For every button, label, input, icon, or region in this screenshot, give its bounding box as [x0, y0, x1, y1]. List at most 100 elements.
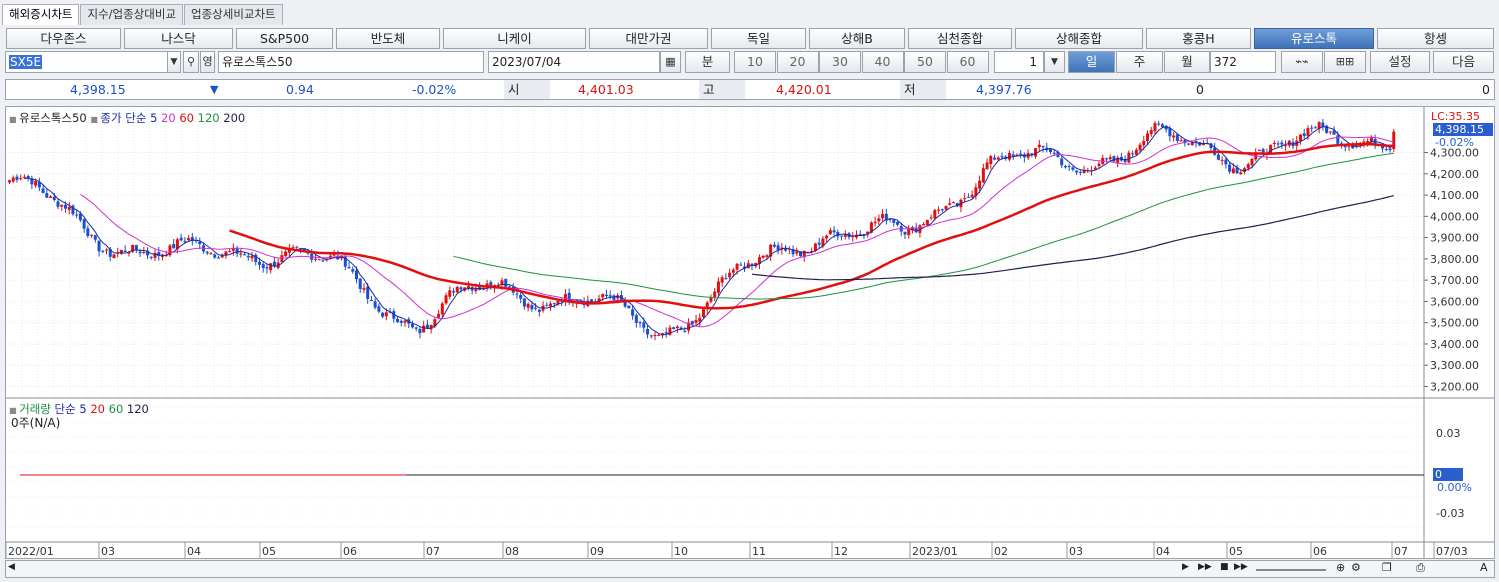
candle-tool-icon[interactable]: ⊞⊞: [1324, 51, 1366, 73]
interval-50[interactable]: 50: [904, 51, 946, 73]
market-button-6[interactable]: 독일: [711, 28, 806, 49]
candle-body: [866, 231, 870, 235]
price-axis-label: 3,600.00: [1430, 295, 1479, 308]
candle-body: [246, 255, 250, 258]
candle-body: [97, 240, 101, 252]
interval-10[interactable]: 10: [734, 51, 776, 73]
scroll-left-icon[interactable]: ◀: [8, 562, 15, 572]
date-input[interactable]: 2023/07/04: [488, 51, 660, 73]
candle-body: [612, 295, 616, 300]
code-extra-button[interactable]: 영: [200, 51, 215, 73]
legend-ma120: 120: [197, 111, 220, 125]
candle-body: [993, 157, 997, 160]
candle-body: [470, 287, 474, 291]
interval-spinner[interactable]: 1: [994, 51, 1044, 73]
candle-body: [1336, 135, 1340, 144]
interval-20[interactable]: 20: [776, 51, 819, 73]
interval-60[interactable]: 60: [946, 51, 989, 73]
candle-body: [1149, 130, 1153, 135]
market-button-8[interactable]: 심천종합: [908, 28, 1012, 49]
interval-30[interactable]: 30: [819, 51, 861, 73]
candle-body: [30, 178, 34, 185]
candle-body: [537, 309, 541, 312]
candle-body: [884, 213, 888, 221]
candle-body: [907, 229, 911, 236]
candle-body: [1325, 125, 1329, 133]
price-axis-label: 4,000.00: [1430, 210, 1479, 223]
candle-body: [481, 288, 485, 290]
market-button-3[interactable]: 반도체: [336, 28, 440, 49]
tab-sector-compare[interactable]: 업종상세비교차트: [184, 4, 283, 25]
calendar-icon[interactable]: ▦: [660, 51, 681, 73]
tab-overseas-chart[interactable]: 해외증시차트: [2, 4, 80, 25]
candle-body: [108, 249, 112, 257]
low-label: 저: [900, 80, 946, 99]
zoom-slider[interactable]: [1256, 569, 1326, 571]
change-value: 0.94: [286, 82, 314, 97]
candle-body: [235, 248, 239, 254]
candle-body: [1269, 144, 1273, 154]
candle-body: [1313, 127, 1317, 129]
candle-body: [399, 320, 403, 323]
period-week[interactable]: 주: [1116, 51, 1163, 73]
chart-area[interactable]: 4,300.00 4,200.00 4,100.00 4,000.00 3,900.00…: [5, 106, 1495, 559]
market-button-2[interactable]: S&P500: [236, 28, 333, 49]
code-dropdown-icon[interactable]: ▼: [167, 51, 181, 73]
minute-button[interactable]: 분: [685, 51, 730, 73]
period-day[interactable]: 일: [1068, 51, 1115, 73]
market-button-12[interactable]: 항셍: [1377, 28, 1494, 49]
candle-body: [26, 175, 30, 178]
price-axis-label: 4,100.00: [1430, 189, 1479, 202]
candle-body: [351, 269, 355, 272]
font-size-icon[interactable]: A: [1480, 561, 1488, 574]
search-icon[interactable]: ⚲: [183, 51, 199, 73]
market-button-4[interactable]: 니케이: [443, 28, 586, 49]
count-input[interactable]: 372: [1210, 51, 1276, 73]
candle-body: [1302, 133, 1306, 136]
settings-gear-icon[interactable]: ⚙: [1351, 561, 1361, 574]
print-icon[interactable]: ⎙: [1416, 561, 1425, 574]
scroll-last-icon[interactable]: ▶▶: [1234, 562, 1248, 572]
scroll-play-back-icon[interactable]: ▶: [1182, 562, 1189, 572]
candle-body: [37, 181, 41, 188]
market-button-10[interactable]: 홍콩H: [1146, 28, 1251, 49]
vol-zero-pct: 0.00%: [1437, 481, 1472, 494]
legend-name: 유로스톡스50: [19, 111, 87, 125]
candle-body: [93, 235, 97, 240]
settings-button[interactable]: 설정: [1370, 51, 1430, 73]
candle-body: [519, 294, 523, 299]
chart-scrollbar[interactable]: ◀ ▶ ▶▶ ■ ▶▶ ⊕ ⚙ ❐ ⎙ A: [5, 560, 1495, 578]
code-input[interactable]: SX5E: [5, 51, 168, 73]
scroll-stop-icon[interactable]: ■: [1220, 562, 1229, 572]
x-axis-label: 07: [426, 545, 440, 558]
interval-40[interactable]: 40: [861, 51, 904, 73]
candle-body: [410, 323, 414, 328]
market-button-9[interactable]: 상해종합: [1015, 28, 1143, 49]
candle-body: [321, 260, 325, 262]
high-value: 4,420.01: [776, 82, 832, 97]
market-button-5[interactable]: 대만가권: [589, 28, 708, 49]
tab-index-compare[interactable]: 지수/업종상대비교: [80, 4, 183, 25]
x-axis-label: 09: [590, 545, 604, 558]
candle-body: [1239, 172, 1243, 175]
price-axis-label: 4,200.00: [1430, 168, 1479, 181]
candle-body: [1190, 142, 1194, 146]
spinner-dropdown-icon[interactable]: ▼: [1044, 51, 1065, 73]
candle-body: [284, 251, 288, 257]
candle-body: [194, 240, 198, 242]
line-tool-icon[interactable]: ⌁⌁: [1281, 51, 1323, 73]
period-month[interactable]: 월: [1164, 51, 1210, 73]
market-button-11[interactable]: 유로스톡: [1254, 28, 1374, 49]
candle-body: [71, 205, 75, 215]
price-chart-svg[interactable]: 4,300.00 4,200.00 4,100.00 4,000.00 3,900.00…: [6, 107, 1494, 558]
market-button-7[interactable]: 상해B: [809, 28, 905, 49]
candle-body: [425, 324, 429, 329]
candle-body: [291, 247, 295, 249]
candle-body: [690, 321, 694, 325]
market-button-0[interactable]: 다우존스: [6, 28, 121, 49]
zoom-in-icon[interactable]: ⊕: [1336, 561, 1346, 574]
market-button-1[interactable]: 나스닥: [124, 28, 233, 49]
copy-icon[interactable]: ❐: [1382, 561, 1392, 574]
scroll-first-icon[interactable]: ▶▶: [1198, 562, 1212, 572]
next-button[interactable]: 다음: [1433, 51, 1494, 73]
